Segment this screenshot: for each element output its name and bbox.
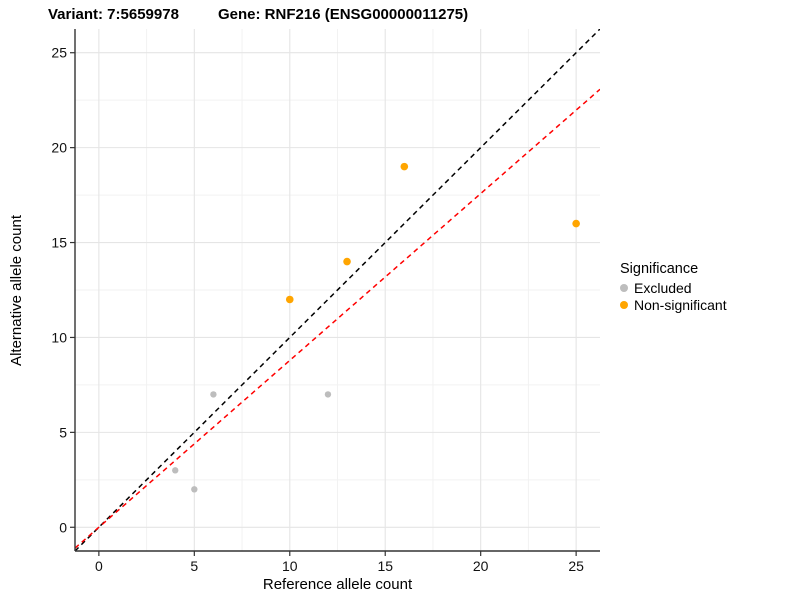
- y-tick-label: 20: [51, 140, 67, 156]
- legend-item-non-significant: Non-significant: [620, 296, 727, 313]
- y-tick-label: 25: [51, 45, 67, 61]
- x-tick-label: 0: [95, 558, 103, 574]
- data-point-excluded: [172, 467, 179, 474]
- x-tick-label: 25: [568, 558, 584, 574]
- x-axis-title: Reference allele count: [262, 576, 413, 593]
- y-tick-label: 10: [51, 329, 67, 345]
- data-point-excluded: [191, 486, 198, 493]
- data-point-non-significant: [572, 219, 580, 228]
- plot-title-variant: Variant: 7:5659978: [48, 6, 179, 23]
- x-tick-label: 10: [282, 558, 298, 574]
- data-point-excluded: [324, 391, 332, 398]
- legend-label-non-significant: Non-significant: [634, 296, 727, 313]
- excluded-dot-icon: [620, 283, 628, 292]
- legend-label-excluded: Excluded: [634, 279, 692, 296]
- x-tick-label: 5: [190, 558, 198, 574]
- y-tick-label: 15: [51, 235, 67, 251]
- legend-item-excluded: Excluded: [620, 279, 727, 296]
- legend-title: Significance: [620, 261, 699, 277]
- data-point-non-significant: [400, 162, 409, 171]
- x-tick-label: 15: [377, 558, 393, 574]
- non-significant-dot-icon: [620, 300, 628, 309]
- identity-line: [75, 29, 600, 551]
- y-tick-label: 5: [59, 424, 67, 440]
- data-point-excluded: [210, 391, 217, 398]
- y-tick-label: 0: [59, 519, 67, 535]
- plot-title-gene: Gene: RNF216 (ENSG00000011275): [218, 6, 469, 23]
- data-point-non-significant: [285, 295, 294, 304]
- x-tick-label: 20: [473, 558, 489, 574]
- data-point-non-significant: [343, 257, 351, 266]
- legend: Significance Excluded Non-significant: [620, 260, 727, 313]
